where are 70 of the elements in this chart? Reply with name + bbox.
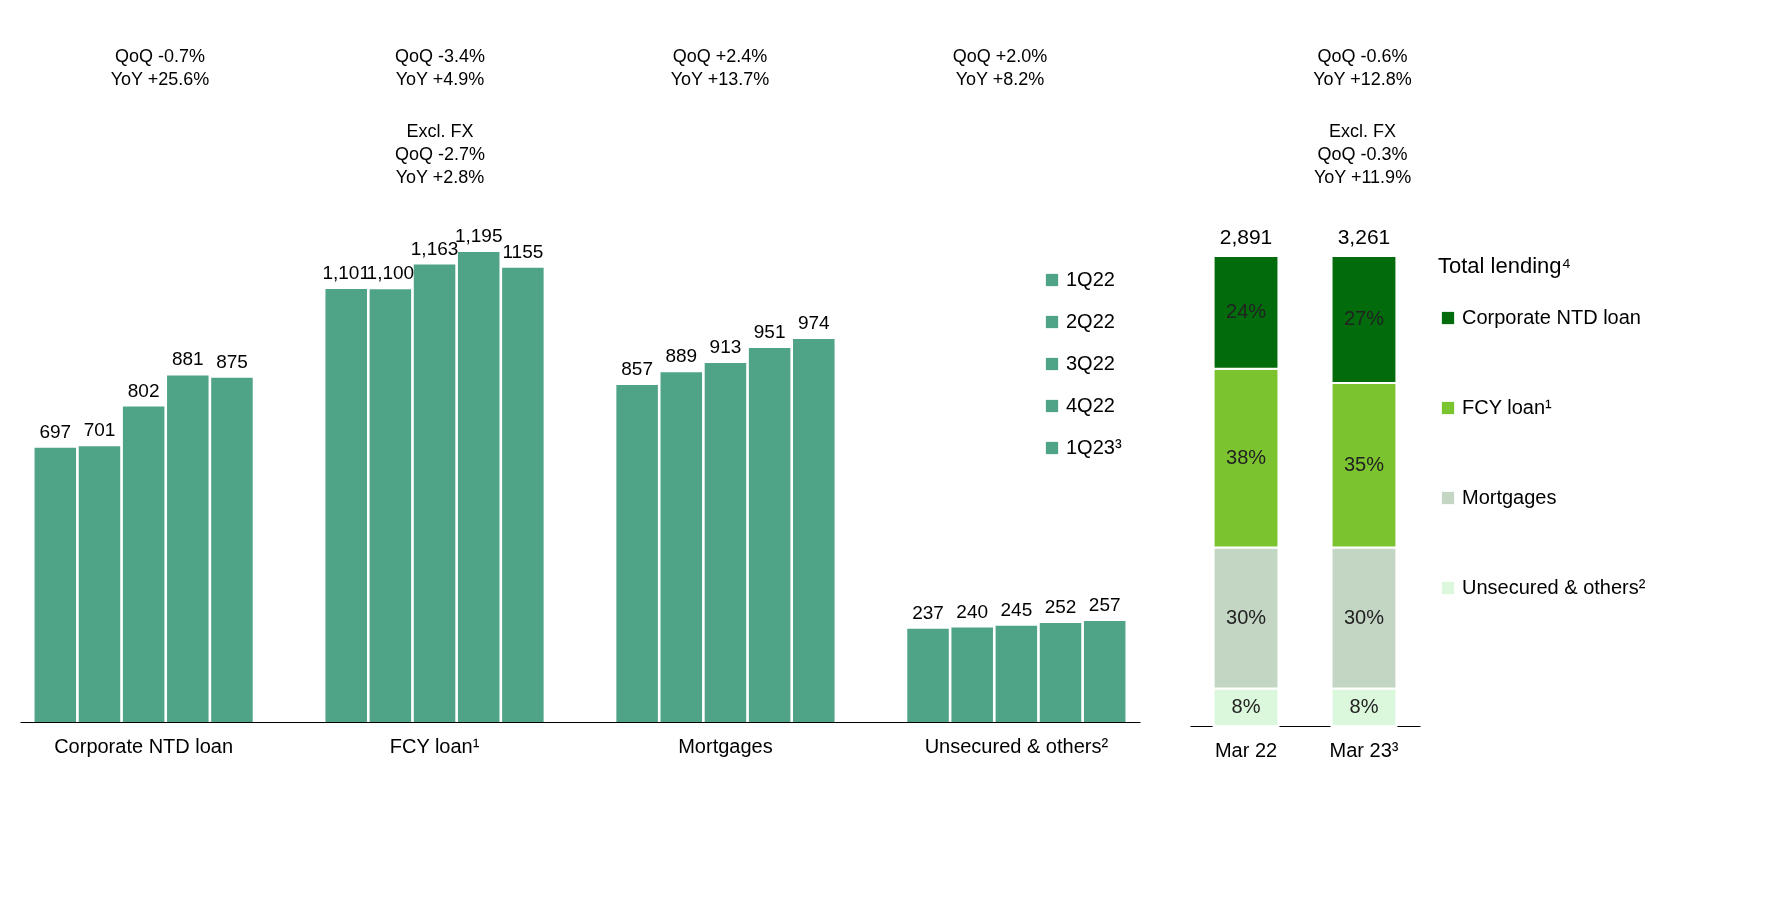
bar [793,338,835,722]
bar [704,362,747,722]
data-label: 30% [1226,605,1267,628]
bar [78,446,121,722]
text: Excl. FX QoQ -0.3% YoY +11.9% [1313,120,1412,187]
text: QoQ -3.4% YoY +4.9% [394,45,486,89]
bar [369,289,412,722]
bar [616,384,658,722]
data-label: 913 [709,335,742,357]
bar [34,447,77,722]
data-label: 875 [216,350,248,372]
x-tick-label: Mar 22 [1214,738,1278,761]
legend-label: Corporate NTD loan [1462,306,1641,328]
legend-label: 1Q22 [1066,268,1115,290]
legend-label: 1Q23³ [1066,436,1122,458]
bar [951,627,993,722]
bar [167,375,209,722]
data-label: 27% [1343,307,1385,330]
text: 3,261 [1337,225,1391,248]
legend-label: 4Q22 [1066,394,1115,416]
text: 2,891 [1219,225,1273,248]
bar [748,347,791,722]
data-label: 257 [1088,593,1121,615]
x-tick-label: Corporate NTD loan [54,734,234,757]
bar [660,372,703,722]
data-label: 8% [1349,695,1379,718]
data-label: 889 [665,345,698,367]
data-label: 8% [1231,695,1261,718]
data-label: 245 [1000,598,1033,620]
x-tick-label: Mortgages [678,734,773,757]
legend-label: Unsecured & others² [1462,576,1646,598]
data-label: 951 [753,320,786,342]
bar [413,264,456,722]
text: QoQ +2.0% YoY +8.2% [952,45,1048,89]
data-label: 881 [171,348,204,370]
legend-label: 2Q22 [1066,310,1115,332]
data-label: 701 [83,419,116,441]
text: Excl. FX QoQ -2.7% YoY +2.8% [394,120,486,187]
data-label: 857 [621,357,653,379]
data-label: 30% [1343,605,1385,628]
bar [907,628,949,722]
bar [1083,620,1126,722]
legend-label: Mortgages [1462,486,1557,508]
data-label: 974 [797,311,831,333]
legend-title: Total lending⁴ [1438,253,1571,278]
bar [502,267,544,722]
data-label: 240 [956,600,989,622]
data-label: 252 [1044,595,1077,617]
bar [122,406,165,722]
text: QoQ -0.6% YoY +12.8% [1313,45,1412,89]
text: QoQ -0.7% YoY +25.6% [110,45,210,89]
bar [211,377,253,722]
data-label: 1,101 [322,261,370,283]
bar [1039,622,1082,722]
data-label: 24% [1226,300,1267,323]
legend-label: FCY loan¹ [1462,396,1553,418]
x-tick-label: Mar 23³ [1329,738,1399,761]
x-tick-label: FCY loan¹ [389,734,480,757]
data-label: 802 [127,379,160,401]
data-label: 237 [912,601,944,623]
bar [995,625,1038,722]
data-label: 38% [1226,446,1267,469]
data-label: 1155 [502,240,544,262]
legend-label: 3Q22 [1066,352,1115,374]
data-label: 35% [1343,453,1385,476]
data-label: 697 [39,420,72,442]
bar [457,252,500,722]
x-tick-label: Unsecured & others² [924,734,1109,757]
bar [325,288,367,722]
text: QoQ +2.4% YoY +13.7% [670,45,770,89]
